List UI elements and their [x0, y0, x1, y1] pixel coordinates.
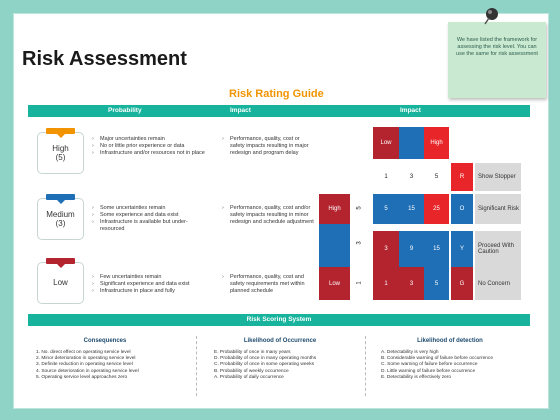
- row-number: 5: [356, 206, 363, 210]
- matrix-cell: 5: [373, 194, 399, 224]
- list-item: 4. Source deterioration in operating ser…: [36, 368, 139, 374]
- matrix-top-low: Low: [373, 127, 399, 159]
- level-medium-tab-pointer: [57, 200, 65, 204]
- list-item: Significant experience and data exist: [92, 281, 212, 288]
- list-item: Some uncertainties remain: [92, 205, 212, 212]
- sticky-note-text: We have listed the framework for assessi…: [456, 37, 538, 57]
- list-item: Performance, quality, cost or safety imp…: [222, 136, 314, 157]
- list-item: Few uncertainties remain: [92, 274, 212, 281]
- pushpin-icon: [484, 8, 498, 25]
- matrix-cell: 15: [424, 231, 449, 267]
- matrix-cell: 15: [399, 194, 424, 224]
- rating-meaning: Significant Risk: [475, 194, 521, 224]
- matrix-top-mid: [399, 127, 424, 159]
- level-medium-count: (3): [55, 219, 66, 228]
- divider: [365, 336, 366, 396]
- level-low-tab: [46, 258, 75, 264]
- level-low-tab-pointer: [57, 264, 65, 268]
- scoring-header-bar: Risk Scoring System: [28, 314, 530, 326]
- level-medium-name: Medium: [46, 210, 75, 219]
- col-number: 1: [373, 163, 399, 191]
- guide-header-bar: Probability Impact Impact: [28, 105, 530, 117]
- level-high-name: High: [52, 144, 69, 153]
- list-item: 1. No. direct effect on operating servic…: [36, 350, 131, 355]
- matrix-cell: 3: [373, 231, 399, 267]
- matrix-cell: 1: [373, 267, 399, 300]
- level-high-count: (5): [55, 153, 66, 162]
- level-high-tab-pointer: [57, 134, 65, 138]
- level-medium-probability: Some uncertainties remain Some experienc…: [92, 205, 212, 233]
- detection-title: Likelihood of detection: [417, 338, 483, 344]
- list-item: E. Detectability is effectively zero: [381, 374, 452, 380]
- matrix-row-low: Low: [319, 267, 350, 300]
- level-high-probability: Major uncertainties remain No or little …: [92, 136, 212, 157]
- matrix-row-high: High: [319, 194, 350, 224]
- likelihood-title: Likelihood of Occurrence: [243, 338, 317, 344]
- divider: [196, 336, 197, 396]
- row-number: 1: [356, 281, 363, 285]
- list-item: C. Some warning of failure before occurr…: [381, 362, 478, 368]
- list-item: D. Probability of once in many operating…: [214, 356, 317, 362]
- matrix-cell: 3: [399, 267, 424, 300]
- matrix-cell: 9: [399, 231, 424, 267]
- level-high-card: High (5): [37, 128, 84, 174]
- level-high-tab: [46, 128, 75, 134]
- level-low-card: Low: [37, 258, 84, 304]
- list-item: 5. Operating service level approaches ze…: [36, 374, 128, 380]
- row-number: 3: [356, 241, 363, 245]
- level-medium-card: Medium (3): [37, 194, 84, 240]
- list-item: Major uncertainties remain: [92, 136, 212, 143]
- rating-letter: Y: [451, 231, 473, 267]
- list-item: Some experience and data exist: [92, 212, 212, 219]
- list-item: A. Detectability is very high: [381, 350, 439, 355]
- list-item: A. Probability of daily occurrence: [214, 374, 284, 380]
- level-low-name: Low: [53, 278, 68, 287]
- matrix-cell: [373, 224, 449, 231]
- list-item: B. Probability of weekly occurrence: [214, 368, 289, 374]
- level-medium-tab: [46, 194, 75, 200]
- guide-title: Risk Rating Guide: [229, 88, 324, 100]
- header-probability: Probability: [108, 107, 142, 114]
- scoring-title: Risk Scoring System: [246, 316, 312, 323]
- list-item: Infrastructure and/or resources not in p…: [92, 150, 212, 157]
- header-impact-right: Impact: [400, 107, 421, 114]
- detection-list: A. Detectability is very high B. Conside…: [381, 350, 531, 381]
- rating-letter: O: [451, 194, 473, 224]
- page-title: Risk Assessment: [22, 48, 187, 70]
- list-item: B. Considerable warning of failure befor…: [381, 356, 493, 362]
- consequences-title: Consequences: [83, 338, 127, 344]
- list-item: Infrastructure is available but under-re…: [92, 219, 212, 233]
- level-medium-impact: Performance, quality, cost and/or safety…: [222, 205, 314, 226]
- level-low-impact: Performance, quality, cost and safety re…: [222, 274, 314, 295]
- list-item: 2. Minor deterioration in operating serv…: [36, 356, 136, 362]
- rating-letter: G: [451, 267, 473, 300]
- sticky-note: We have listed the framework for assessi…: [448, 22, 546, 98]
- list-item: Performance, quality, cost and safety re…: [222, 274, 314, 295]
- level-high-impact: Performance, quality, cost or safety imp…: [222, 136, 314, 157]
- list-item: D. Little warning of failure before occu…: [381, 368, 476, 374]
- list-item: 3. Definite reduction in operating servi…: [36, 362, 133, 368]
- list-item: E. Probability of once in many years: [214, 350, 291, 355]
- list-item: Infrastructure in place and fully: [92, 288, 212, 295]
- matrix-top-high: High: [424, 127, 449, 159]
- consequences-list: 1. No. direct effect on operating servic…: [36, 350, 196, 381]
- matrix-cell: 25: [424, 194, 449, 224]
- rating-meaning: Show Stopper: [475, 163, 521, 191]
- rating-letter: R: [451, 163, 473, 191]
- col-number: 3: [399, 163, 424, 191]
- matrix-cell: 5: [424, 267, 449, 300]
- rating-meaning: Proceed With Caution: [475, 231, 521, 267]
- rating-meaning: No Concern: [475, 267, 521, 300]
- level-low-probability: Few uncertainties remain Significant exp…: [92, 274, 212, 295]
- list-item: C. Probability of once in some operating…: [214, 362, 314, 368]
- col-number: 5: [424, 163, 449, 191]
- likelihood-list: E. Probability of once in many years D. …: [214, 350, 364, 381]
- list-item: Performance, quality, cost and/or safety…: [222, 205, 314, 226]
- header-impact-left: Impact: [230, 107, 251, 114]
- matrix-row-mid: [319, 224, 350, 267]
- list-item: No or little prior experience or data: [92, 143, 212, 150]
